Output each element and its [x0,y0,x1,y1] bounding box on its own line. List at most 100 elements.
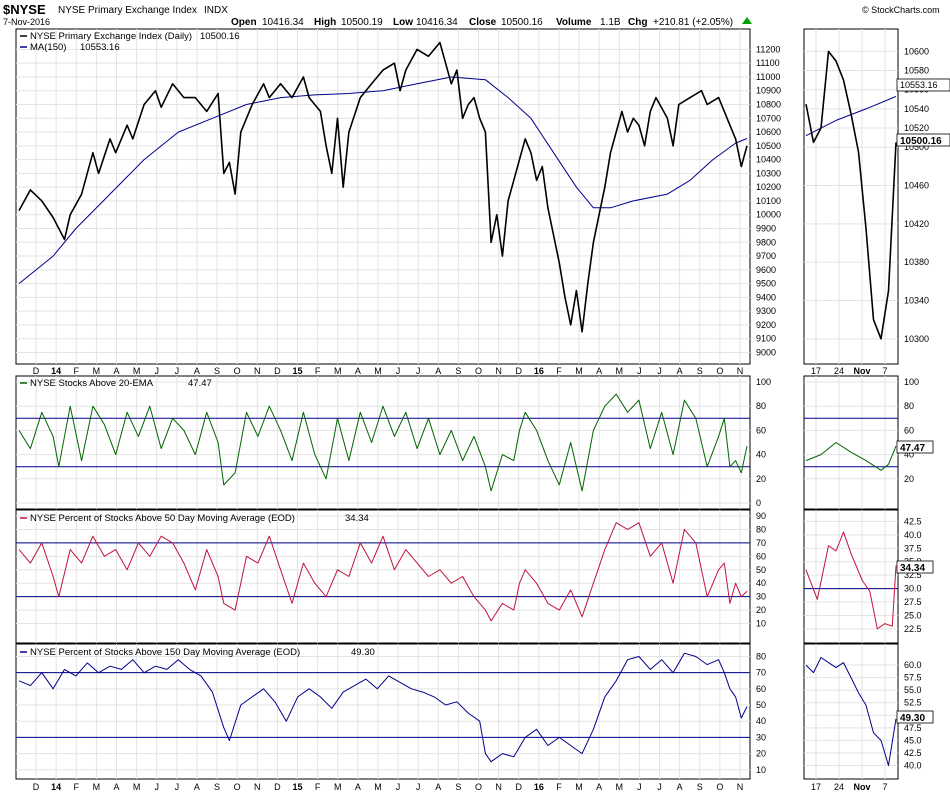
y-tick-label: 10100 [756,196,781,206]
zoom-y-tick-label: 42.5 [904,516,922,526]
pct150-panel-frame [15,643,751,780]
low-value: 10416.34 [416,17,458,28]
x-tick-label: J [396,782,401,792]
x-tick-label: D [515,366,522,376]
y-tick-label: 10800 [756,100,781,110]
y-tick-label: 10 [756,765,766,775]
brand-label: © StockCharts.com [862,5,940,15]
pct50-line [18,522,748,622]
x-tick-label: O [234,366,241,376]
ma-legend-label: MA(150) [30,42,66,53]
x-tick-label: D [33,782,40,792]
y-tick-label: 9000 [756,347,776,357]
y-tick-label: 9700 [756,251,776,261]
ma-value-box [896,78,950,92]
reference-lines [16,417,898,738]
y-tick-label: 30 [756,592,766,602]
x-tick-label: F [315,366,321,376]
pct50-value-box [896,560,934,574]
zoom-x-tick-label: Nov [853,366,870,376]
y-tick-label: 10000 [756,210,781,220]
change-label: Chg [628,17,647,28]
zoom-y-tick-label: 47.5 [904,723,922,733]
x-tick-label: F [315,782,321,792]
x-tick-label: 16 [534,366,544,376]
x-tick-label: 15 [292,782,302,792]
volume-value: 1.1B [600,17,621,28]
x-tick-label: A [435,782,441,792]
x-tick-label: J [416,782,421,792]
y-tick-label: 20 [756,749,766,759]
y-tick-label: 9600 [756,265,776,275]
zoom-y-tick-label: 80 [904,401,914,411]
zoom-y-tick-label: 100 [904,377,919,387]
x-tick-label: J [657,366,662,376]
series-layer [18,41,897,766]
x-tick-label: O [475,366,482,376]
x-tick-label: A [596,782,602,792]
x-tick-label: N [254,366,261,376]
x-tick-label: J [657,782,662,792]
pct50-value-box-label: 34.34 [900,563,925,574]
x-tick-label: A [435,366,441,376]
zoom-y-tick-label: 32.5 [904,570,922,580]
x-tick-label: M [374,366,382,376]
zoom-x-tick-label: Nov [853,782,870,792]
open-value: 10416.34 [262,17,304,28]
x-tick-label: F [556,782,562,792]
zoom-price-line [805,50,897,340]
zoom-y-tick-label: 40.0 [904,530,922,540]
x-tick-label: N [495,366,502,376]
pct150-legend-label: NYSE Percent of Stocks Above 150 Day Mov… [30,647,300,658]
y-tick-label: 9800 [756,237,776,247]
y-tick-label: 10600 [756,127,781,137]
ema20-value-box-label: 47.47 [900,443,925,454]
y-tick-label: 60 [756,684,766,694]
x-tick-label: M [374,782,382,792]
index-name-label: NYSE Primary Exchange Index [58,5,197,16]
x-tick-label: A [677,782,683,792]
x-tick-label: O [234,782,241,792]
y-tick-label: 20 [756,605,766,615]
x-tick-label: M [133,782,141,792]
zoom-y-tick-label: 10600 [904,46,929,56]
zoom-y-tick-label: 52.5 [904,698,922,708]
symbol-label: $NYSE [3,2,46,17]
x-tick-label: O [716,366,723,376]
zoom-x-tick-label: 17 [811,782,821,792]
zoom-y-tick-label: 30.0 [904,584,922,594]
y-tick-label: 9400 [756,292,776,302]
zoom-y-tick-label: 40.0 [904,760,922,770]
y-tick-label: 10400 [756,155,781,165]
y-tick-label: 10200 [756,182,781,192]
x-tick-label: M [93,782,101,792]
x-tick-label: A [596,366,602,376]
ema20-value-box [896,440,934,454]
y-tick-label: 50 [756,700,766,710]
y-tick-label: 10300 [756,168,781,178]
zoom-y-tick-label: 20 [904,474,914,484]
grid-layer [16,29,898,779]
x-tick-label: J [637,782,642,792]
pct150-legend-value: 49.30 [351,647,375,658]
pct150-line [18,652,748,763]
ma-value-box-label: 10553.16 [900,80,938,90]
y-tick-label: 80 [756,401,766,411]
y-tick-label: 11000 [756,72,780,82]
ema20-zoom-frame [803,375,899,510]
x-tick-label: O [716,782,723,792]
y-tick-label: 60 [756,551,766,561]
pct150-zoom-line [805,657,897,766]
x-tick-label: A [113,366,119,376]
y-tick-label: 9500 [756,279,776,289]
x-tick-label: S [214,782,220,792]
y-tick-label: 11200 [756,44,780,54]
zoom-y-tick-label: 10500 [904,142,929,152]
x-tick-label: J [154,366,159,376]
x-tick-label: J [175,366,180,376]
y-tick-label: 40 [756,450,766,460]
zoom-y-tick-label: 60.0 [904,660,922,670]
y-tick-label: 11100 [756,58,780,68]
x-tick-label: D [515,782,522,792]
